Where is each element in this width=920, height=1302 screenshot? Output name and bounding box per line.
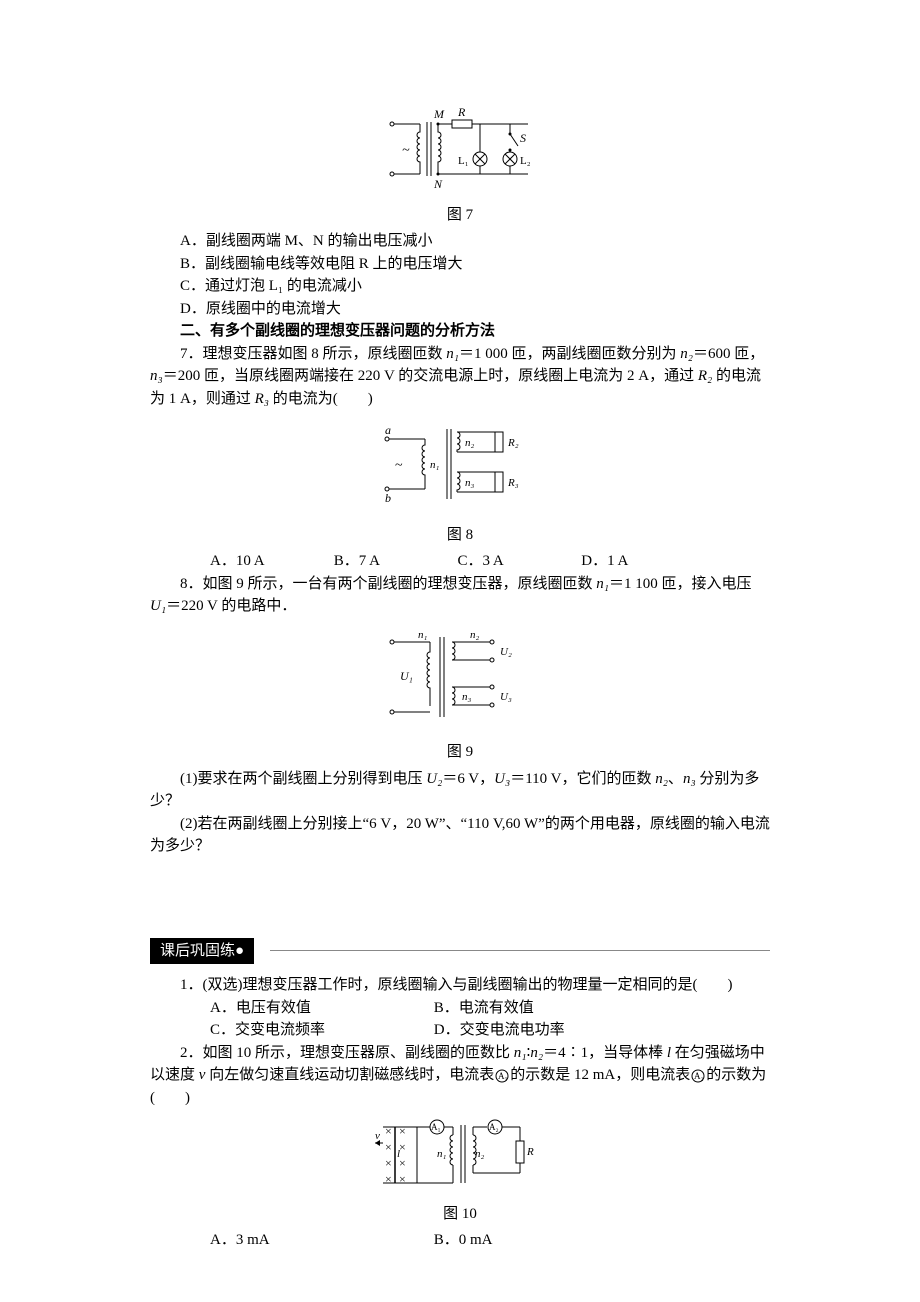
fig9-svg: n₁ U₁ n₂ U₂ n₃ U₃ xyxy=(380,622,540,732)
svg-text:n₁: n₁ xyxy=(437,1148,447,1160)
p2-options: A．3 mA B．0 mA xyxy=(150,1229,770,1252)
q6-opt-b: B．副线圈输电线等效电阻 R 上的电压增大 xyxy=(150,253,770,276)
svg-text:A₂: A₂ xyxy=(694,1071,704,1081)
q6-opt-c: C．通过灯泡 L₁ 的电流减小 xyxy=(150,275,770,298)
p1-options-cd: C．交变电流频率 D．交变电流电功率 xyxy=(150,1019,770,1042)
svg-text:a: a xyxy=(385,423,391,437)
fig9-label: 图 9 xyxy=(150,741,770,764)
svg-text:M: M xyxy=(433,107,445,121)
svg-text:L₁: L₁ xyxy=(458,155,469,167)
fig7-svg: ~ M N R S xyxy=(380,104,540,194)
svg-text:A₁: A₁ xyxy=(431,1122,441,1132)
q8-sub2: (2)若在两副线圈上分别接上“6 V，20 W”、“110 V,60 W”的两个… xyxy=(150,813,770,858)
q8-sub1: (1)要求在两个副线圈上分别得到电压 U₂＝6 V，U₃＝110 V，它们的匝数… xyxy=(150,768,770,813)
svg-text:U₁: U₁ xyxy=(400,669,413,683)
svg-text:n₂: n₂ xyxy=(475,1148,485,1160)
p1-options-ab: A．电压有效值 B．电流有效值 xyxy=(150,997,770,1020)
banner-hr xyxy=(270,950,770,951)
fig7-label: 图 7 xyxy=(150,204,770,227)
practice-banner-row: 课后巩固练● xyxy=(150,938,770,965)
svg-text:×: × xyxy=(385,1140,392,1154)
svg-text:×: × xyxy=(399,1124,406,1138)
fig10-svg: ×× ×× ×× ×× l v A₁ n₁ xyxy=(375,1113,545,1193)
svg-text:×: × xyxy=(399,1172,406,1186)
svg-text:×: × xyxy=(385,1124,392,1138)
svg-text:S: S xyxy=(520,131,526,145)
q6-opt-a: A．副线圈两端 M、N 的输出电压减小 xyxy=(150,230,770,253)
svg-text:R₃: R₃ xyxy=(507,477,519,489)
q6-opt-d: D．原线圈中的电流增大 xyxy=(150,298,770,321)
svg-text:b: b xyxy=(385,491,391,505)
svg-text:A₁: A₁ xyxy=(498,1071,508,1081)
svg-text:R: R xyxy=(457,105,466,119)
svg-text:n₃: n₃ xyxy=(465,477,475,489)
q7-text: 7．理想变压器如图 8 所示，原线圈匝数 n₁＝1 000 匝，两副线圈匝数分别… xyxy=(150,343,770,411)
svg-text:~: ~ xyxy=(402,143,410,158)
p2-text: 2．如图 10 所示，理想变压器原、副线圈的匝数比 n₁∶n₂＝4∶1，当导体棒… xyxy=(150,1042,770,1110)
svg-text:U₂: U₂ xyxy=(500,646,512,658)
svg-text:×: × xyxy=(385,1172,392,1186)
svg-text:A₂: A₂ xyxy=(489,1122,499,1132)
svg-text:n₁: n₁ xyxy=(430,459,440,471)
svg-text:n₂: n₂ xyxy=(470,629,480,641)
svg-text:n₃: n₃ xyxy=(462,691,472,703)
fig10-label: 图 10 xyxy=(150,1203,770,1226)
figure-9: n₁ U₁ n₂ U₂ n₃ U₃ 图 9 xyxy=(150,622,770,764)
figure-8: a b ~ n₁ n₂ R₂ n₃ R₃ 图 xyxy=(150,414,770,546)
practice-banner: 课后巩固练● xyxy=(150,938,254,965)
figure-7: ~ M N R S xyxy=(150,104,770,226)
page: ~ M N R S xyxy=(0,0,920,1292)
svg-text:R₂: R₂ xyxy=(507,437,519,449)
ammeter-a1-icon: A₁ xyxy=(494,1068,510,1084)
svg-text:v: v xyxy=(375,1130,380,1142)
svg-text:l: l xyxy=(397,1148,400,1160)
svg-text:n₁: n₁ xyxy=(418,629,428,641)
section2-heading: 二、有多个副线圈的理想变压器问题的分析方法 xyxy=(150,320,770,343)
p1-text: 1．(双选)理想变压器工作时，原线圈输入与副线圈输出的物理量一定相同的是( ) xyxy=(150,974,770,997)
svg-text:×: × xyxy=(385,1156,392,1170)
q8-text: 8．如图 9 所示，一台有两个副线圈的理想变压器，原线圈匝数 n₁＝1 100 … xyxy=(150,573,770,618)
svg-text:L₂: L₂ xyxy=(520,155,531,167)
ammeter-a2-icon: A₂ xyxy=(690,1068,706,1084)
fig8-label: 图 8 xyxy=(150,524,770,547)
svg-text:N: N xyxy=(433,177,443,191)
svg-text:n₂: n₂ xyxy=(465,437,475,449)
figure-10: ×× ×× ×× ×× l v A₁ n₁ xyxy=(150,1113,770,1225)
svg-text:U₃: U₃ xyxy=(500,691,512,703)
q7-options: A．10 A B．7 A C．3 A D．1 A xyxy=(150,550,770,573)
fig8-svg: a b ~ n₁ n₂ R₂ n₃ R₃ xyxy=(375,414,545,514)
svg-text:R: R xyxy=(526,1146,534,1158)
svg-text:~: ~ xyxy=(395,458,403,473)
